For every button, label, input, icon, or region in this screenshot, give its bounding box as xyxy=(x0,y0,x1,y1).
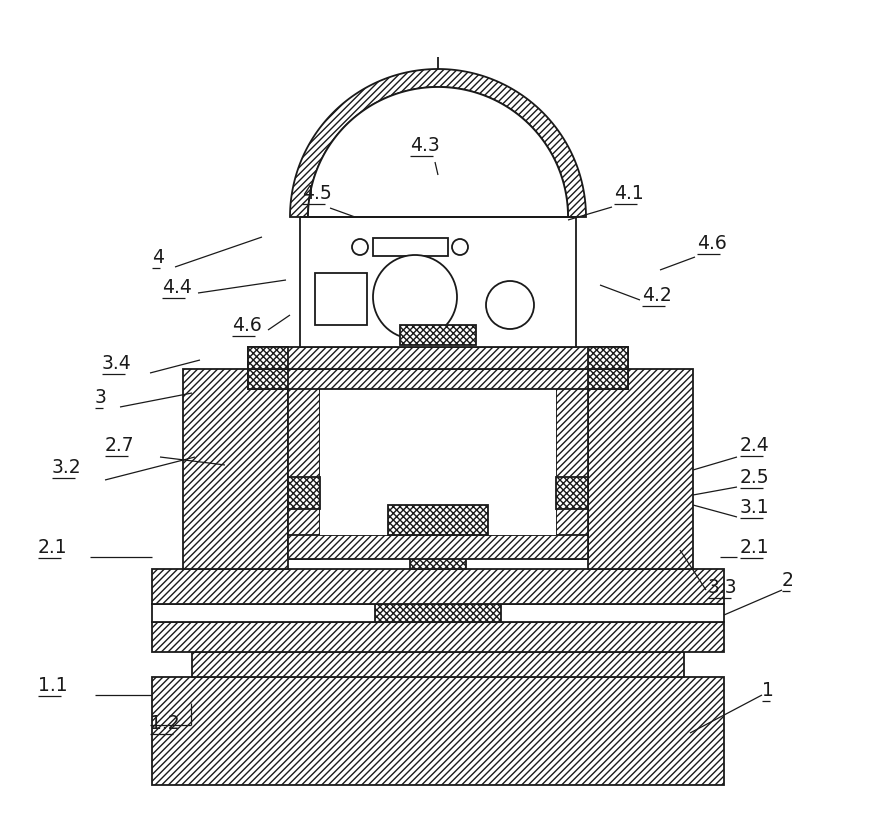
Text: 3.4: 3.4 xyxy=(102,354,132,373)
Text: 2.1: 2.1 xyxy=(38,538,68,557)
Text: 2: 2 xyxy=(781,571,793,590)
Bar xyxy=(248,347,627,369)
Circle shape xyxy=(451,239,467,255)
Bar xyxy=(587,369,692,569)
Bar xyxy=(399,325,476,345)
Text: 1.1: 1.1 xyxy=(38,676,68,695)
Bar xyxy=(152,604,723,622)
Bar xyxy=(587,369,627,389)
Bar xyxy=(152,677,723,785)
Bar xyxy=(248,369,288,389)
Text: 2.5: 2.5 xyxy=(739,468,769,487)
Bar xyxy=(556,369,587,559)
Bar xyxy=(314,273,367,325)
Text: 3.1: 3.1 xyxy=(739,498,769,517)
Text: 2.1: 2.1 xyxy=(739,538,769,557)
Text: 3.3: 3.3 xyxy=(707,578,737,597)
Circle shape xyxy=(486,281,534,329)
Bar xyxy=(320,369,556,535)
Bar xyxy=(372,238,448,256)
Text: 1.2: 1.2 xyxy=(150,714,179,733)
Polygon shape xyxy=(299,87,575,217)
Text: 4.1: 4.1 xyxy=(614,184,643,203)
Bar xyxy=(409,529,465,569)
Bar xyxy=(191,652,683,677)
Text: 4.2: 4.2 xyxy=(641,286,671,305)
Bar xyxy=(152,622,723,652)
Text: 3.2: 3.2 xyxy=(52,458,82,477)
Bar xyxy=(288,369,320,559)
Text: 4.6: 4.6 xyxy=(232,316,262,335)
Bar xyxy=(299,217,575,347)
Bar xyxy=(587,347,627,369)
Bar xyxy=(248,369,627,389)
Text: 4: 4 xyxy=(152,248,164,267)
Bar xyxy=(183,369,288,569)
Bar xyxy=(288,477,320,509)
Text: 4.3: 4.3 xyxy=(409,136,439,155)
Bar xyxy=(387,505,487,535)
Text: 4.4: 4.4 xyxy=(162,278,191,297)
Bar xyxy=(288,535,587,559)
Polygon shape xyxy=(290,69,586,217)
Bar xyxy=(152,569,723,604)
Bar xyxy=(248,347,288,369)
Text: 3: 3 xyxy=(95,388,107,407)
Bar xyxy=(556,477,587,509)
Text: 1: 1 xyxy=(761,681,773,700)
Text: 2.4: 2.4 xyxy=(739,436,769,455)
Circle shape xyxy=(351,239,368,255)
Bar xyxy=(375,604,500,622)
Text: 4.6: 4.6 xyxy=(696,234,726,253)
Text: 2.7: 2.7 xyxy=(104,436,134,455)
Text: 4.5: 4.5 xyxy=(302,184,331,203)
Circle shape xyxy=(372,255,457,339)
